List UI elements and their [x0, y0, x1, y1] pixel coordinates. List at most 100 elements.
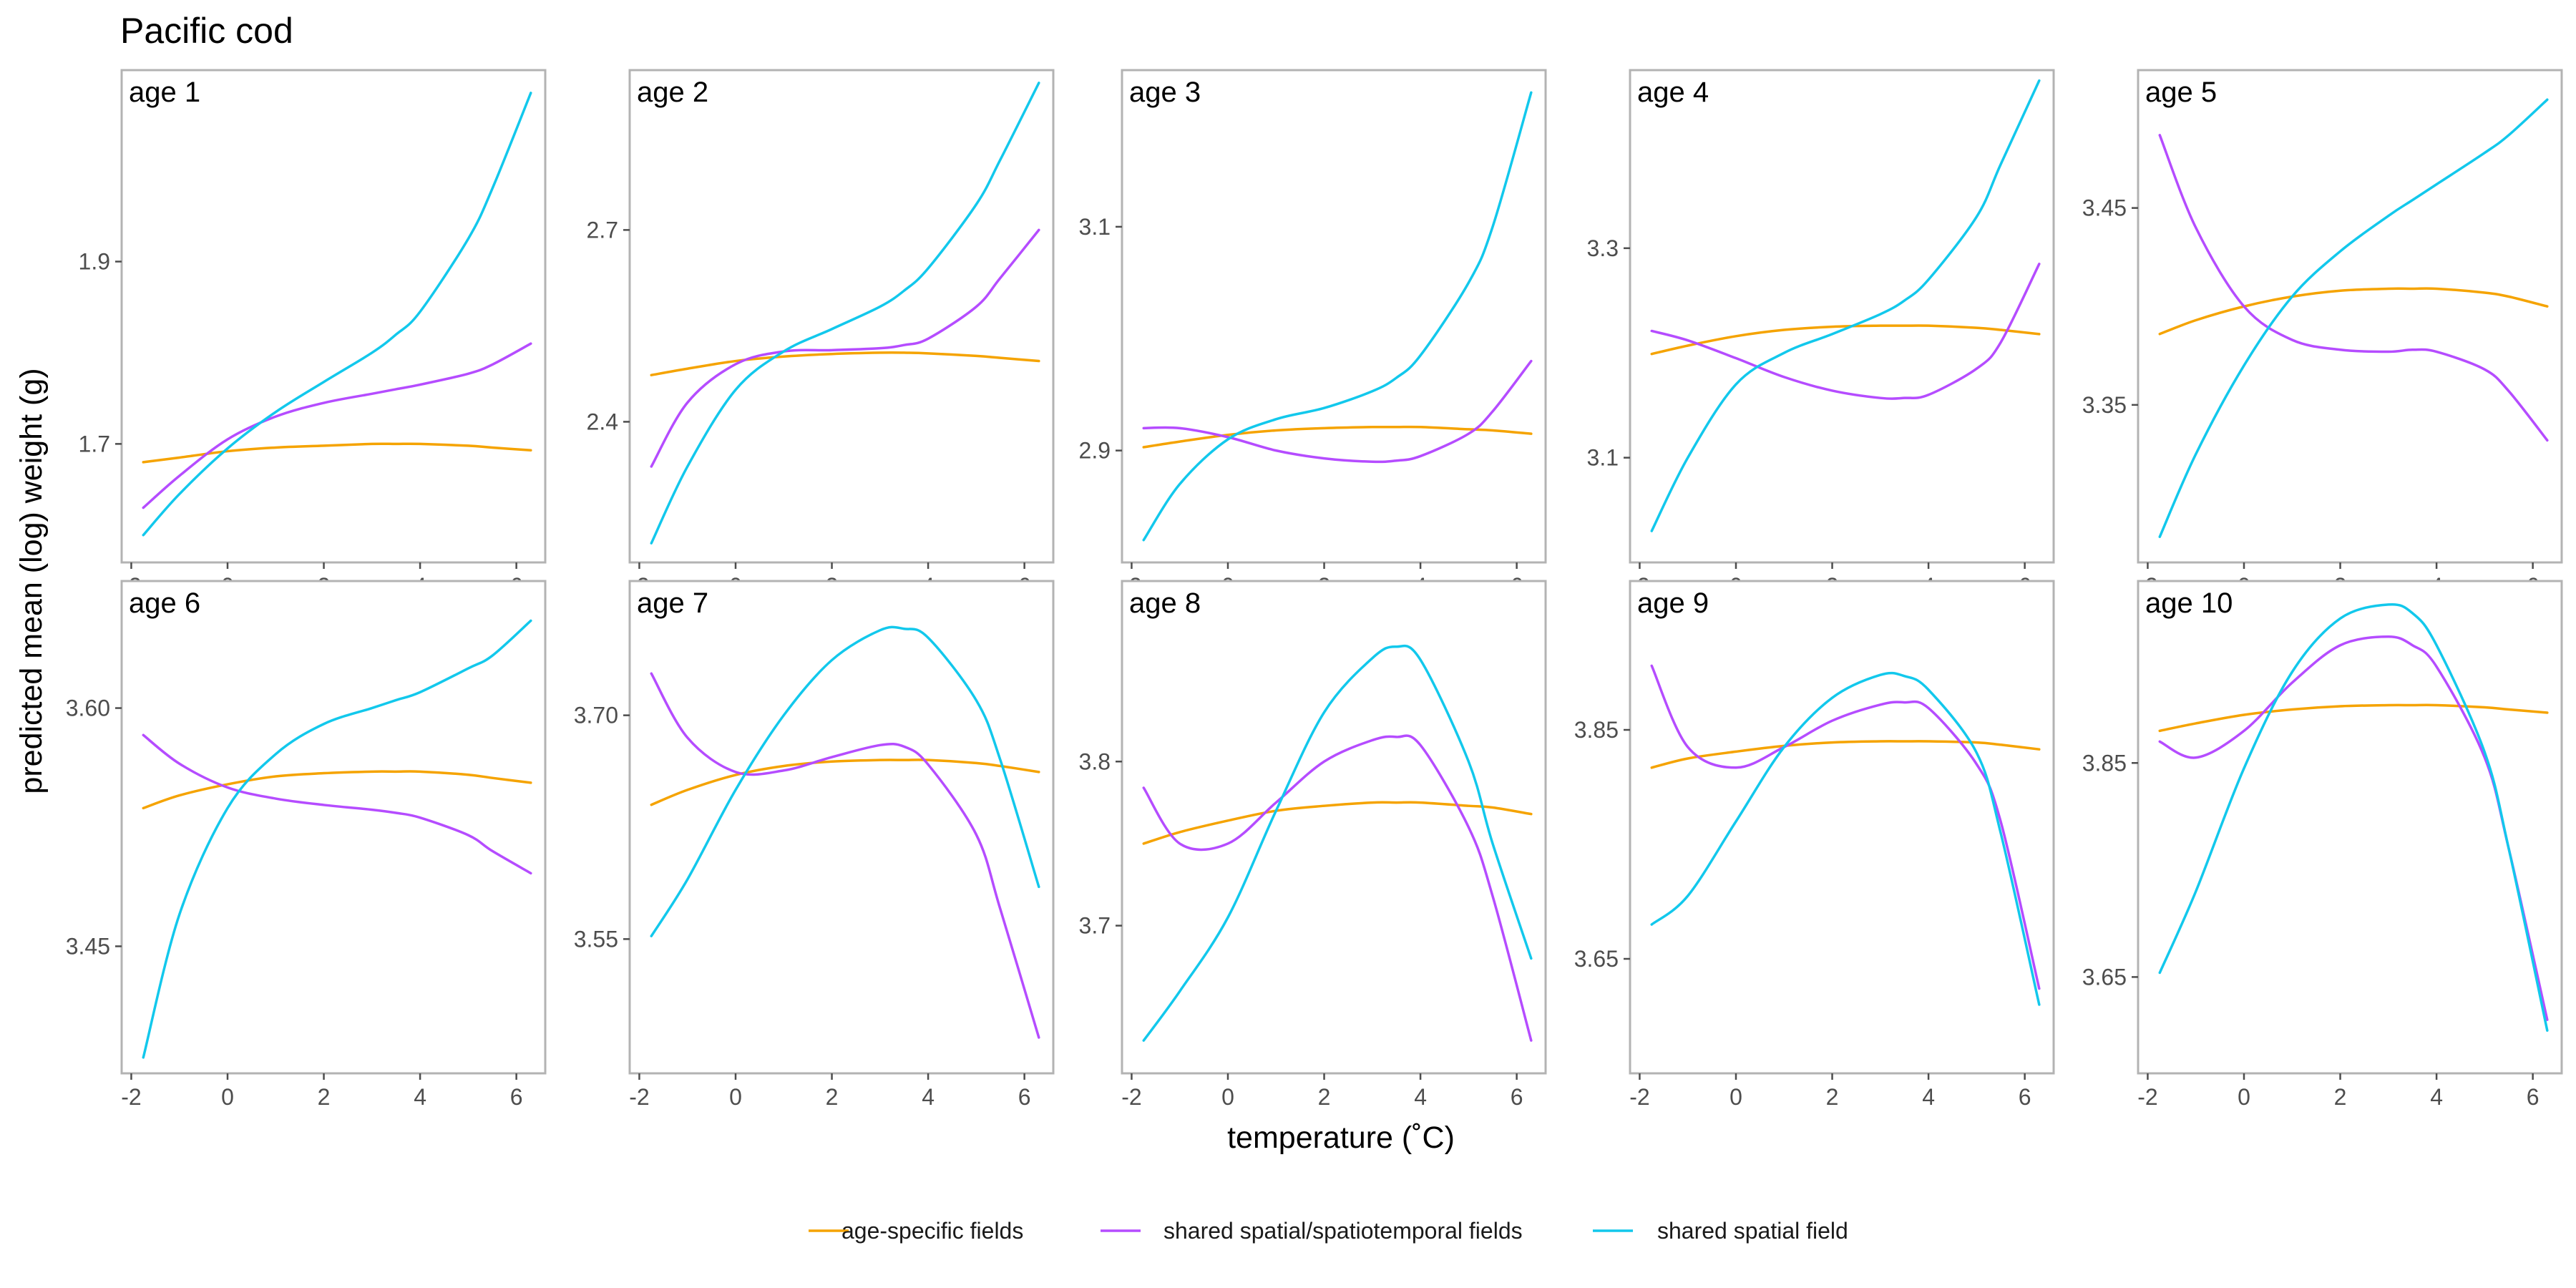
x-tick-label: -2 — [2137, 1084, 2157, 1110]
panel-age-10: age 10 3.65 3.85 -2 0 2 4 6 — [2082, 580, 2563, 1110]
series-line-shared-spatiotemporal — [1142, 359, 1533, 464]
panel-label: age 8 — [1129, 587, 1201, 619]
y-tick-label: 3.65 — [1574, 946, 1619, 972]
x-tick-label: 4 — [922, 1084, 935, 1110]
panel-frame — [628, 580, 1055, 1075]
y-tick-label: 3.85 — [2082, 750, 2127, 776]
y-axis-title: predicted mean (log) weight (g) — [14, 368, 49, 794]
x-tick-label: -2 — [1629, 1084, 1649, 1110]
x-tick-label: 0 — [2238, 1084, 2250, 1110]
x-tick-label: 2 — [826, 1084, 839, 1110]
series-line-age-specific — [2158, 287, 2549, 336]
panel-age-6: age 6 3.45 3.60 -2 0 2 4 6 — [66, 580, 547, 1110]
series-line-age-specific — [650, 758, 1040, 806]
series-line-shared-spatial — [142, 619, 532, 1059]
panel-label: age 9 — [1637, 587, 1709, 619]
panel-label: age 6 — [129, 587, 200, 619]
y-tick-label: 3.55 — [574, 926, 618, 952]
series-line-shared-spatial — [650, 82, 1040, 545]
x-tick-label: 6 — [510, 1084, 523, 1110]
x-tick-label: 0 — [1221, 1084, 1234, 1110]
panel-age-9: age 9 3.65 3.85 -2 0 2 4 6 — [1574, 580, 2055, 1110]
panel-label: age 5 — [2145, 77, 2217, 108]
x-tick-label: 4 — [1414, 1084, 1427, 1110]
series-line-shared-spatiotemporal — [1142, 734, 1533, 1042]
series-line-shared-spatial — [1142, 644, 1533, 1042]
panel-frame — [120, 580, 547, 1075]
series-line-shared-spatial — [650, 625, 1040, 937]
y-tick-label: 3.3 — [1587, 235, 1619, 261]
panel-label: age 3 — [1129, 77, 1201, 108]
legend-label: age-specific fields — [841, 1218, 1023, 1244]
x-tick-label: 2 — [2334, 1084, 2347, 1110]
series-line-age-specific — [142, 442, 532, 464]
panel-age-8: age 8 3.7 3.8 -2 0 2 4 6 — [1079, 580, 1547, 1110]
y-tick-label: 3.45 — [66, 933, 110, 959]
x-tick-label: 6 — [2019, 1084, 2031, 1110]
series-line-shared-spatiotemporal — [650, 672, 1040, 1039]
series-line-age-specific — [1650, 740, 2041, 769]
series-line-age-specific — [142, 770, 532, 810]
y-tick-label: 3.8 — [1079, 748, 1111, 774]
y-tick-label: 3.1 — [1079, 214, 1111, 240]
y-tick-label: 1.9 — [79, 249, 110, 275]
legend: age-specific fields shared spatial/spatio… — [809, 1218, 1848, 1244]
chart-title: Pacific cod — [120, 11, 293, 51]
legend-label: shared spatial/spatiotemporal fields — [1163, 1218, 1523, 1244]
x-axis-title: temperature (˚C) — [1227, 1121, 1455, 1155]
series-line-shared-spatial — [2158, 602, 2549, 1032]
panel-frame — [2137, 580, 2563, 1075]
series-line-shared-spatial — [142, 92, 532, 537]
y-tick-label: 1.7 — [79, 431, 110, 457]
x-tick-label: 0 — [1729, 1084, 1742, 1110]
x-tick-label: 6 — [2527, 1084, 2540, 1110]
panel-label: age 2 — [637, 77, 708, 108]
series-line-shared-spatiotemporal — [1650, 263, 2041, 400]
panel-frame — [1121, 69, 1547, 564]
y-tick-label: 3.85 — [1574, 717, 1619, 743]
y-tick-label: 3.7 — [1079, 913, 1111, 939]
legend-label: shared spatial field — [1657, 1218, 1848, 1244]
series-line-age-specific — [650, 351, 1040, 376]
x-tick-label: 6 — [1511, 1084, 1523, 1110]
series-line-shared-spatial — [2158, 98, 2549, 538]
y-tick-label: 3.70 — [574, 703, 618, 728]
y-tick-label: 2.7 — [587, 217, 618, 243]
x-tick-label: 2 — [318, 1084, 331, 1110]
series-line-shared-spatiotemporal — [2158, 134, 2549, 442]
panel-label: age 1 — [129, 77, 200, 108]
x-tick-label: 2 — [1826, 1084, 1839, 1110]
series-line-age-specific — [1142, 801, 1533, 845]
y-tick-label: 3.65 — [2082, 964, 2127, 990]
x-tick-label: -2 — [121, 1084, 141, 1110]
y-tick-label: 3.60 — [66, 696, 110, 721]
series-line-shared-spatiotemporal — [142, 342, 532, 509]
series-line-age-specific — [2158, 703, 2549, 733]
x-tick-label: -2 — [629, 1084, 649, 1110]
x-tick-label: 0 — [729, 1084, 742, 1110]
x-tick-label: 0 — [221, 1084, 234, 1110]
x-tick-label: 4 — [414, 1084, 426, 1110]
x-tick-label: 4 — [1922, 1084, 1935, 1110]
series-line-shared-spatial — [1650, 79, 2041, 532]
panel-label: age 7 — [637, 587, 708, 619]
series-line-shared-spatial — [1142, 91, 1533, 542]
series-line-shared-spatiotemporal — [650, 228, 1040, 468]
panel-label: age 10 — [2145, 587, 2233, 619]
y-tick-label: 3.1 — [1587, 445, 1619, 471]
x-tick-label: -2 — [1121, 1084, 1141, 1110]
panel-age-7: age 7 3.55 3.70 -2 0 2 4 6 — [574, 580, 1055, 1110]
facet-panels: age 1 1.7 1.9 -2 0 2 4 6 age 2 2.4 2.7 -2 0 2 4 6 age 3 2… — [66, 69, 2563, 1110]
series-line-shared-spatiotemporal — [142, 733, 532, 875]
y-tick-label: 3.45 — [2082, 195, 2127, 221]
series-line-shared-spatial — [1650, 671, 2041, 1006]
y-tick-label: 2.4 — [587, 409, 618, 434]
x-tick-label: 4 — [2430, 1084, 2443, 1110]
x-tick-label: 6 — [1018, 1084, 1031, 1110]
